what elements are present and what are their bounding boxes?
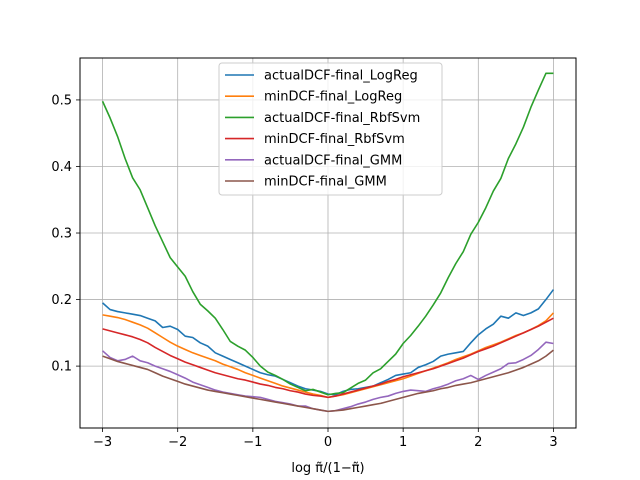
series-line-minDCF-final_RbfSvm (102, 317, 554, 399)
legend-entry: actualDCF-final_LogReg (264, 69, 418, 84)
x-tick-label: −3 (93, 435, 112, 450)
series-line-minDCF-final_GMM (102, 349, 554, 413)
legend-entry: minDCF-final_GMM (264, 175, 387, 190)
y-tick-label: 0.4 (51, 160, 72, 175)
x-tick-label: 3 (549, 435, 557, 450)
legend: actualDCF-final_LogReg minDCF-final_LogRe… (218, 62, 443, 196)
ticks: −3 −2 −1 0 1 2 3 0.1 0.2 0.3 0.4 0.5 (51, 93, 557, 450)
x-tick-label: 0 (324, 435, 332, 450)
x-tick-label: 2 (474, 435, 482, 450)
legend-entry: minDCF-final_RbfSvm (264, 132, 405, 147)
y-tick-label: 0.1 (51, 360, 72, 375)
x-axis-label: log π̃/(1−π̃) (291, 461, 364, 476)
y-tick-label: 0.3 (51, 227, 72, 242)
x-tick-label: 1 (399, 435, 407, 450)
y-tick-label: 0.5 (51, 93, 72, 108)
series-line-actualDCF-final_RbfSvm (101, 72, 554, 396)
legend-entry: actualDCF-final_GMM (264, 153, 402, 168)
y-tick-label: 0.2 (51, 293, 72, 308)
legend-entry: actualDCF-final_RbfSvm (264, 111, 420, 126)
series-lines (101, 72, 555, 413)
legend-box (218, 62, 443, 196)
x-tick-label: −2 (168, 435, 187, 450)
legend-entry: minDCF-final_LogReg (264, 90, 402, 105)
x-tick-label: −1 (243, 435, 262, 450)
